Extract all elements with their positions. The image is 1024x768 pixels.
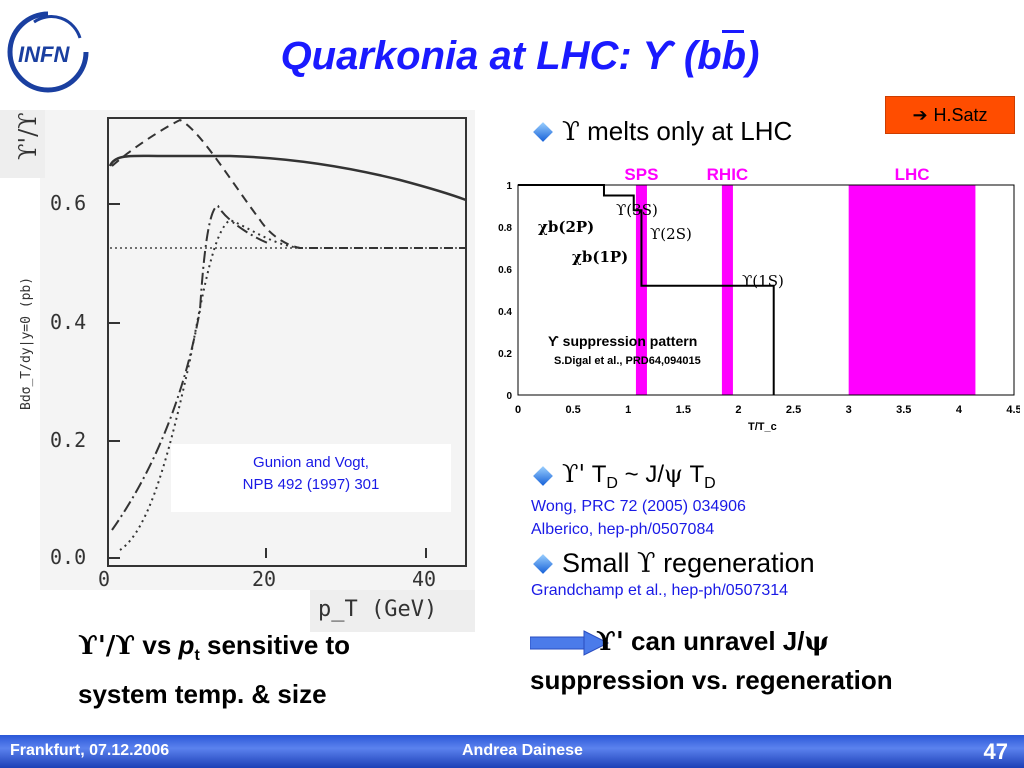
x-tick-20: 20: [252, 567, 276, 591]
ref-line-1: Gunion and Vogt,: [253, 454, 369, 471]
x-tick-40: 40: [412, 567, 436, 591]
dotted-curve: [119, 218, 301, 551]
dash-dot-curve: [111, 204, 271, 531]
x-tick-0: 0: [98, 567, 110, 591]
footer-page-number: 47: [983, 739, 1008, 764]
y-axis-label: Bdσ_T/dy|y=0 (pb): [19, 277, 34, 410]
suppression-step-line: [518, 184, 775, 395]
y-tick-0.0: 0.0: [50, 545, 86, 569]
infn-logo: INFN: [7, 11, 89, 93]
y-tick-label: 0.4: [498, 307, 512, 318]
x-tick-label: 0: [515, 404, 521, 416]
title-upsilon: ϒ: [642, 34, 673, 78]
x-tick-label: 3: [846, 404, 852, 416]
x-tick-label: 4.5: [1006, 404, 1020, 416]
footer-location-date: Frankfurt, 07.12.2006: [10, 742, 170, 759]
slide-title: Quarkonia at LHC: ϒ (b b): [200, 30, 840, 79]
y-tick-label: 1: [506, 181, 512, 192]
right-arrow-icon: [530, 630, 610, 656]
ref-wong: Wong, PRC 72 (2005) 034906: [531, 498, 746, 515]
h-satz-reference-box: ➔ H.Satz: [885, 96, 1015, 134]
y-tick-0.4: 0.4: [50, 310, 86, 334]
gunion-vogt-reference: Gunion and Vogt, NPB 492 (1997) 301: [171, 444, 451, 512]
y-tick-0.2: 0.2: [50, 428, 86, 452]
chart-frame: [517, 184, 1015, 396]
bullet-upsilon-prime-td: ϒ' TD ~ J/ψ TD: [532, 460, 716, 493]
x-tick-label: 2: [735, 404, 741, 416]
diamond-bullet-icon: [533, 466, 553, 487]
x-axis-label: p_T (GeV): [318, 597, 437, 622]
h-satz-label: H.Satz: [933, 104, 988, 125]
band-sps: [635, 185, 647, 395]
diamond-bullet-icon: [533, 121, 553, 142]
bullet-upsilon-melts: ϒ melts only at LHC: [532, 116, 792, 147]
band-label-sps: SPS: [624, 165, 658, 184]
ref-grandchamp: Grandchamp et al., hep-ph/0507314: [531, 582, 789, 599]
y-tick-label: 0.2: [498, 349, 512, 360]
ratio-label: ϒ'/ϒ: [14, 112, 42, 160]
ref-line-2: NPB 492 (1997) 301: [242, 476, 380, 493]
y-tick-label: 0.6: [498, 265, 512, 276]
state-label-chib2p: χb(2P): [538, 218, 594, 236]
x-tick-label: 2.5: [786, 404, 801, 416]
left-caption: ϒ'/ϒ vs pt sensitive to system temp. & s…: [78, 630, 351, 710]
logo-text: INFN: [18, 42, 70, 67]
x-tick-label: 3.5: [896, 404, 911, 416]
y-tick-0.6: 0.6: [50, 191, 86, 215]
x-tick-label: 4: [956, 404, 963, 416]
x-tick-label: 1: [625, 404, 631, 416]
band-label-rhic: RHIC: [707, 165, 749, 184]
band-lhc: [848, 185, 976, 395]
title-open: (b: [672, 34, 722, 78]
x-tick-label: 1.5: [676, 404, 691, 416]
band-label-lhc: LHC: [895, 165, 930, 184]
state-label-ups2s: ϒ(2S): [650, 225, 692, 243]
title-close: ): [746, 34, 760, 78]
diamond-bullet-icon: [533, 553, 553, 574]
annotation-ref: S.Digal et al., PRD64,094015: [554, 355, 701, 367]
bullet-small-regeneration: Small ϒ regeneration: [532, 548, 815, 579]
solid-curve: [108, 154, 467, 202]
right-caption: ϒ' can unravel J/ψ suppression vs. regen…: [530, 626, 893, 695]
left-plot: 0.6 0.4 0.2 0.0 0 20 40 p_T (GeV) ϒ'/ϒ B…: [0, 110, 475, 632]
state-label-ups3s: ϒ(3S): [616, 201, 658, 219]
annotation-title: ϒ suppression pattern: [548, 333, 697, 349]
ref-alberico: Alberico, hep-ph/0507084: [531, 521, 715, 538]
title-text: Quarkonia at LHC:: [280, 34, 643, 78]
title-bbar: b: [721, 30, 746, 79]
footer-author: Andrea Dainese: [462, 742, 583, 759]
y-tick-label: 0: [506, 391, 512, 402]
chart-xlabel: T/T_c: [748, 421, 777, 433]
y-tick-label: 0.8: [498, 223, 512, 234]
state-label-chib1p: χb(1P): [572, 248, 628, 266]
state-label-ups1s: ϒ(1S): [742, 272, 784, 290]
suppression-pattern-chart: SPS RHIC LHC 0 0.5 1 1.5 2 2.5 3 3.5 4 4.5 0 0.2 0.4 0.…: [498, 165, 1020, 433]
arrow-icon: ➔: [912, 104, 928, 125]
band-rhic: [721, 185, 733, 395]
footer-bar: Frankfurt, 07.12.2006 Andrea Dainese 47: [0, 735, 1024, 768]
x-tick-label: 0.5: [565, 404, 580, 416]
